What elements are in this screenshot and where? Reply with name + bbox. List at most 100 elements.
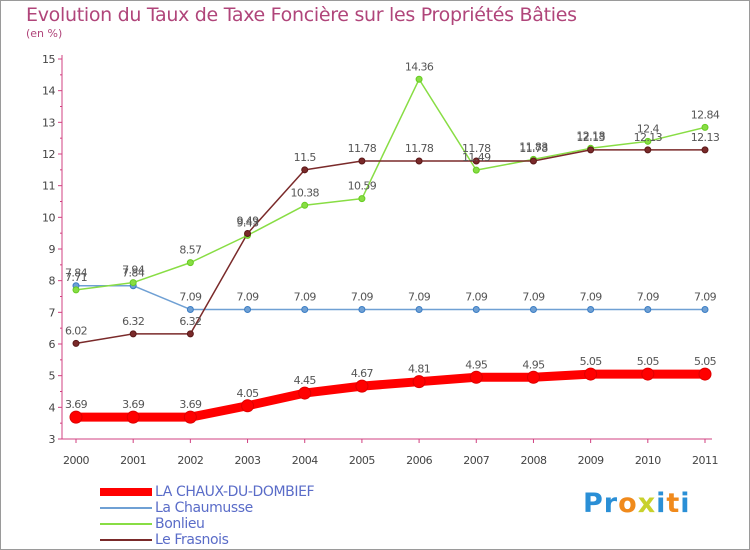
data-label: 7.94 [122, 264, 145, 277]
data-label: 4.95 [465, 358, 488, 371]
y-tick-label: 6 [49, 338, 56, 351]
logo-letter: x [637, 488, 657, 519]
y-tick-label: 11 [42, 180, 55, 193]
data-point [698, 367, 712, 381]
data-label: 7.84 [122, 267, 145, 280]
x-tick-label: 2002 [177, 454, 203, 467]
data-point [415, 75, 423, 83]
data-label: 11.78 [519, 142, 548, 155]
data-point [529, 157, 537, 165]
y-tick-label: 4 [49, 401, 56, 414]
data-label: 4.67 [351, 367, 374, 380]
data-point [472, 157, 480, 165]
series-line-3 [75, 149, 705, 345]
data-label: 7.09 [179, 290, 202, 303]
data-point [301, 166, 309, 174]
x-tick-label: 2007 [463, 454, 489, 467]
data-label: 6.02 [65, 324, 87, 337]
y-tick-label: 14 [42, 85, 55, 98]
data-label: 7.84 [65, 267, 88, 280]
data-label: 4.05 [236, 387, 259, 400]
data-point [241, 399, 255, 413]
series-labels: 7.84 7.84 7.09 7.09 7.09 7.09 7.09 7.09 7.09 7.09… [65, 60, 720, 411]
logo-letter: P [583, 488, 604, 519]
data-label: 11.78 [348, 142, 377, 155]
data-point [415, 157, 423, 165]
y-tick-label: 3 [49, 433, 56, 446]
data-label: 6.32 [122, 315, 144, 328]
data-label: 7.09 [637, 290, 660, 303]
legend-swatch [100, 488, 152, 496]
data-label: 7.71 [65, 271, 87, 284]
data-label: 10.38 [290, 186, 319, 199]
y-tick-label: 15 [42, 53, 55, 66]
data-label: 4.81 [408, 363, 430, 376]
legend-label: LA CHAUX-DU-DOMBIEF [155, 484, 315, 500]
data-point [129, 279, 137, 287]
data-label: 3.69 [179, 398, 202, 411]
data-point [644, 146, 652, 154]
data-label: 7.09 [465, 290, 488, 303]
data-point [301, 305, 309, 313]
data-point [412, 375, 426, 389]
y-tick-label: 12 [42, 148, 55, 161]
chart-title: Evolution du Taux de Taxe Foncière sur l… [26, 4, 577, 26]
data-label: 9.43 [236, 216, 259, 229]
data-label: 11.49 [462, 151, 491, 164]
data-point [701, 123, 709, 131]
axes: 3 4 5 6 7 8 9 10 11 12 13 14 15 2000 2001 2002 2003 2004 2… [42, 53, 719, 467]
data-point [469, 370, 483, 384]
data-label: 8.57 [179, 244, 202, 257]
data-point [72, 286, 80, 294]
data-point [644, 305, 652, 313]
data-point [186, 330, 194, 338]
x-tick-label: 2000 [63, 454, 89, 467]
data-label: 5.05 [580, 355, 603, 368]
data-point [183, 410, 197, 424]
data-label: 11.83 [519, 140, 548, 153]
y-axis-unit: (en %) [26, 27, 63, 40]
legend-swatch [100, 523, 152, 525]
data-point [358, 305, 366, 313]
data-label: 11.78 [405, 142, 434, 155]
data-label: 14.36 [405, 60, 434, 73]
legend-swatch [100, 539, 152, 541]
data-label: 7.09 [408, 290, 431, 303]
data-point [355, 379, 369, 393]
data-label: 7.09 [694, 290, 717, 303]
data-point [472, 305, 480, 313]
data-label: 7.09 [580, 290, 603, 303]
series-lines [75, 78, 706, 422]
y-tick-label: 10 [42, 211, 55, 224]
data-label: 4.45 [294, 374, 317, 387]
data-label: 3.69 [65, 398, 88, 411]
y-tick-label: 5 [49, 370, 56, 383]
data-point [529, 305, 537, 313]
data-point [587, 146, 595, 154]
series-line-0 [76, 369, 705, 422]
y-tick-label: 13 [42, 116, 55, 129]
series-line-1 [76, 284, 705, 311]
data-point [587, 305, 595, 313]
data-label: 7.09 [351, 290, 374, 303]
data-point [69, 410, 83, 424]
legend-label: Le Frasnois [155, 532, 229, 548]
data-label: 6.32 [179, 315, 201, 328]
series-line-2 [75, 78, 706, 291]
data-point [301, 201, 309, 209]
data-point [358, 195, 366, 203]
data-point [358, 157, 366, 165]
data-label: 12.84 [691, 108, 720, 121]
series-points [69, 75, 712, 424]
proxiti-logo: Proxiti [583, 488, 691, 519]
legend-label: Bonlieu [155, 516, 205, 532]
y-tick-label: 7 [49, 306, 56, 319]
data-point [701, 146, 709, 154]
data-label: 12.18 [576, 129, 605, 142]
data-point [244, 305, 252, 313]
data-label: 3.69 [122, 398, 145, 411]
data-point [415, 305, 423, 313]
x-tick-label: 2011 [692, 454, 718, 467]
